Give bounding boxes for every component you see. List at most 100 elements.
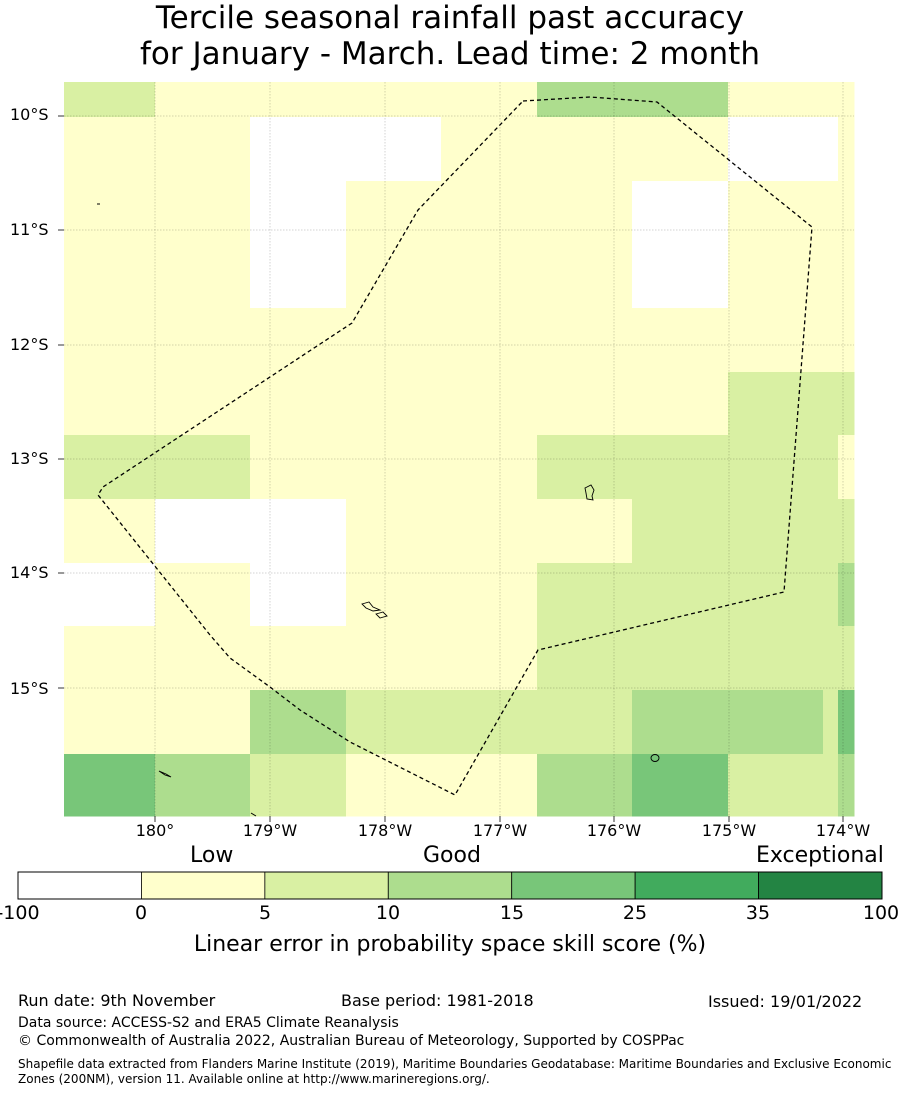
skill-cell (537, 754, 633, 817)
skill-cell (155, 244, 251, 309)
island-outlines (97, 203, 660, 817)
colorbar-tick: 0 (134, 902, 148, 924)
skill-cell (441, 372, 538, 436)
skill-cell (632, 244, 729, 309)
skill-cell (632, 754, 729, 817)
skill-cell (346, 499, 442, 564)
skill-cell (823, 181, 839, 245)
skill-cell (155, 82, 251, 118)
issued-date: Issued: 19/01/2022 (708, 992, 863, 1011)
skill-cell (838, 308, 855, 373)
colorbar-tick: 25 (622, 902, 648, 924)
skill-cell (250, 181, 347, 245)
skill-cell (155, 117, 251, 182)
island-shape (361, 601, 382, 612)
skill-cell (155, 563, 251, 627)
skill-cell (346, 308, 442, 373)
run-date: Run date: 9th November (18, 991, 216, 1010)
skill-cell (838, 435, 855, 500)
skill-cell (64, 82, 156, 118)
skill-cell (537, 244, 633, 309)
colorbar-frame (17, 871, 883, 900)
skill-cell (728, 117, 824, 182)
skill-cell (346, 626, 442, 691)
skill-cell (64, 435, 156, 500)
skill-cell (823, 244, 839, 309)
skill-cell (823, 372, 839, 436)
colorbar-tick: 35 (745, 902, 771, 924)
skill-cell (441, 563, 538, 627)
island-shape (158, 770, 172, 778)
eez-boundary (97, 96, 813, 796)
island-shape (650, 754, 660, 762)
lon-label: 178°W (357, 821, 413, 840)
skill-cell (250, 117, 347, 182)
skill-cell (537, 563, 633, 627)
skill-cell (155, 181, 251, 245)
skill-cell (346, 82, 442, 118)
skill-cell (441, 82, 538, 118)
colorbar-segment (17, 871, 142, 900)
skill-cell (250, 308, 347, 373)
skill-cell (838, 244, 855, 309)
lat-label: 11°S (10, 220, 49, 239)
skill-cell (250, 244, 347, 309)
skill-cell (823, 308, 839, 373)
skill-cell (537, 117, 633, 182)
skill-cell (537, 690, 633, 755)
title-line-2: for January - March. Lead time: 2 month (140, 36, 760, 72)
skill-cell (838, 754, 855, 817)
skill-cell (64, 563, 156, 627)
skill-cell (823, 563, 839, 627)
skill-cell (728, 499, 824, 564)
skill-cell (838, 499, 855, 564)
skill-cell (728, 308, 824, 373)
skill-cell (441, 181, 538, 245)
skill-cell (632, 626, 729, 691)
skill-cell (838, 181, 855, 245)
skill-cell (838, 372, 855, 436)
title-line-1: Tercile seasonal rainfall past accuracy (155, 0, 745, 36)
skill-cell (250, 372, 347, 436)
skill-cell (728, 372, 824, 436)
skill-grid (64, 82, 855, 817)
skill-cell (155, 626, 251, 691)
skill-cell (728, 626, 824, 691)
skill-cell (346, 372, 442, 436)
skill-cell (64, 308, 156, 373)
lon-label: 175°W (701, 821, 757, 840)
skill-cell (250, 754, 347, 817)
lon-label: 176°W (586, 821, 642, 840)
shapefile-credit: Shapefile data extracted from Flanders M… (18, 1057, 892, 1086)
island-shape (375, 611, 388, 619)
colorbar-tick: 5 (258, 902, 272, 924)
colorbar-tick: 15 (499, 902, 525, 924)
skill-cell (155, 435, 251, 500)
skill-cell (823, 690, 839, 755)
skill-cell (64, 372, 156, 436)
skill-cell (728, 754, 824, 817)
skill-cell (632, 435, 729, 500)
lat-label: 15°S (10, 679, 49, 698)
skill-cell (537, 626, 633, 691)
lon-label: 174°W (815, 821, 871, 840)
skill-cell (838, 117, 855, 182)
skill-cell (441, 754, 538, 817)
skill-cell (632, 499, 729, 564)
skill-cell (537, 499, 633, 564)
lat-label: 10°S (10, 105, 49, 124)
colorbar-tick: 10 (375, 902, 401, 924)
lon-label: 177°W (472, 821, 528, 840)
skill-cell (823, 435, 839, 500)
lon-label: 180° (135, 821, 175, 840)
skill-cell (250, 690, 347, 755)
map-gridlines (58, 82, 854, 822)
skill-cell (537, 308, 633, 373)
skill-cell (441, 244, 538, 309)
skill-cell (537, 181, 633, 245)
skill-cell (64, 244, 156, 309)
skill-cell (823, 499, 839, 564)
skill-cell (728, 563, 824, 627)
colorbar-segment (264, 871, 389, 900)
skill-cell (441, 499, 538, 564)
